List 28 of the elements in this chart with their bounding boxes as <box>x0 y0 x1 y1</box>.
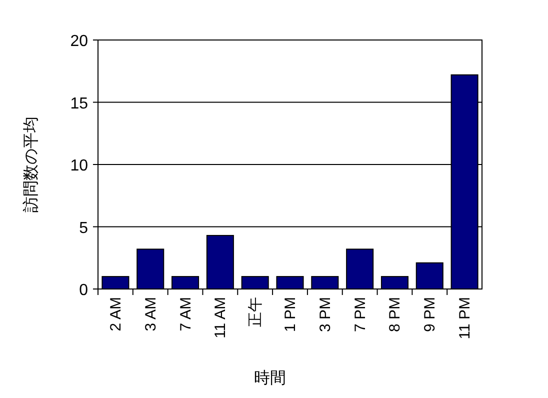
y-tick-label: 0 <box>79 282 88 299</box>
y-tick-label: 5 <box>79 220 88 237</box>
bar <box>206 234 234 290</box>
x-tick-label: 9 PM <box>422 297 439 332</box>
x-tick-label: 3 PM <box>316 297 334 332</box>
bar <box>136 248 164 290</box>
y-tick-label: 10 <box>70 158 88 174</box>
x-axis-title: 時間 <box>254 369 286 387</box>
y-tick-label: 20 <box>70 33 88 50</box>
x-tick-label: 7 AM <box>177 297 194 332</box>
x-tick-label: 11 PM <box>456 297 474 340</box>
y-tick-label: 15 <box>70 95 88 112</box>
x-tick-label: 2 AM <box>107 297 124 332</box>
x-tick-label: 正午 <box>247 297 264 327</box>
y-axis-title: 訪問数の平均 <box>22 116 40 212</box>
bar <box>346 248 374 290</box>
bar <box>172 276 200 290</box>
x-tick-label: 11 AM <box>212 297 230 338</box>
bar <box>311 276 339 290</box>
bar <box>380 276 408 290</box>
bar <box>416 262 444 290</box>
bar <box>276 276 304 290</box>
x-tick-label: 8 PM <box>386 297 404 332</box>
bar <box>241 276 269 290</box>
x-tick-label: 3 AM <box>142 297 160 332</box>
bar <box>102 276 130 290</box>
x-tick-label: 7 PM <box>352 297 369 332</box>
x-tick-label: 1 PM <box>282 297 299 332</box>
